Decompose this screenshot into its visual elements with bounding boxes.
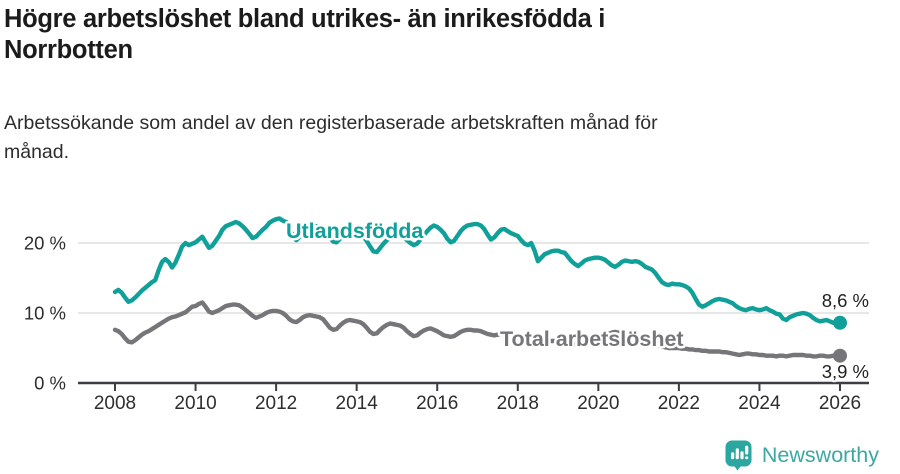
newsworthy-wordmark: Newsworthy [761,442,879,467]
x-tick-label: 2026 [819,393,861,414]
x-tick-label: 2018 [497,393,539,414]
y-tick-label: 10 % [24,303,66,324]
x-tick-label: 2022 [658,393,700,414]
y-tick-label: 20 % [24,233,66,254]
end-dot-1 [833,348,847,363]
x-tick-label: 2012 [255,393,297,414]
chart-subtitle: Arbetssökande som andel av den registerb… [4,112,658,163]
footer: Newsworthy [724,439,879,471]
bar-chart-speech-bubble-icon [725,440,752,471]
x-tick-label: 2016 [416,393,458,414]
x-tick-label: 2008 [94,393,136,414]
series-label-0: Utlandsfödda [286,219,424,243]
series-label-1: Total arbetslöshet [500,327,684,351]
end-value-label-1: 3,9 % [822,361,869,382]
series-line-0 [112,216,843,326]
line-chart: 2008 2010 2012 2014 2016 2018 2020 2022 2024 2026… [24,216,871,414]
x-tick-label: 2010 [174,393,216,414]
series-line-1 [112,300,843,359]
newsworthy-logo: Newsworthy [724,439,879,471]
x-tick-label: 2020 [577,393,619,414]
x-tick-label: 2024 [738,393,781,414]
x-tick-label: 2014 [336,393,379,414]
end-dot-0 [833,315,847,330]
end-value-label-0: 8,6 % [822,290,869,311]
chart-title: Högre arbetslöshet bland utrikes- än inr… [4,5,606,64]
y-tick-label: 0 % [34,373,66,394]
